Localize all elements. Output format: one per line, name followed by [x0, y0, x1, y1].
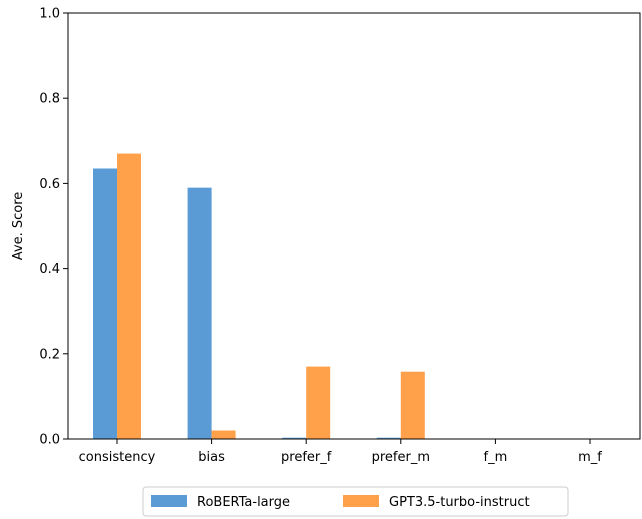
bar-0-prefer_f: [282, 437, 307, 439]
legend-swatch-1: [343, 495, 379, 507]
y-axis-label: Ave. Score: [11, 192, 26, 261]
x-tick-label: prefer_m: [372, 450, 430, 465]
y-tick-label: 0.8: [39, 92, 60, 107]
bar-1-consistency: [117, 153, 141, 439]
x-tick-label: consistency: [79, 450, 156, 465]
bar-0-prefer_m: [376, 437, 401, 439]
y-tick-label: 0.6: [39, 177, 60, 192]
y-tick-label: 0.0: [39, 433, 60, 448]
legend: RoBERTa-large GPT3.5-turbo-instruct: [142, 486, 569, 517]
x-tick-label: m_f: [578, 450, 602, 465]
x-tick-label: bias: [198, 450, 225, 465]
bar-1-bias: [211, 430, 236, 439]
bar-1-prefer_f: [306, 366, 331, 439]
y-tick-label: 0.4: [39, 262, 60, 277]
x-tick-label: f_m: [484, 450, 508, 465]
x-axis: consistency bias prefer_f prefer_m f_m m_f: [79, 439, 602, 465]
x-tick-label: prefer_f: [281, 450, 332, 465]
bar-1-prefer_m: [400, 371, 425, 439]
plot-frame: [67, 12, 641, 440]
bar-0-bias: [187, 187, 212, 439]
y-axis: 0.0 0.2 0.4 0.6 0.8 1.0: [39, 7, 68, 448]
legend-label-1: GPT3.5-turbo-instruct: [389, 495, 530, 510]
y-tick-label: 1.0: [39, 7, 60, 22]
legend-label-0: RoBERTa-large: [197, 495, 290, 510]
bars: [93, 153, 425, 440]
legend-swatch-0: [151, 495, 187, 507]
y-tick-label: 0.2: [39, 347, 60, 362]
bar-0-consistency: [93, 168, 117, 440]
